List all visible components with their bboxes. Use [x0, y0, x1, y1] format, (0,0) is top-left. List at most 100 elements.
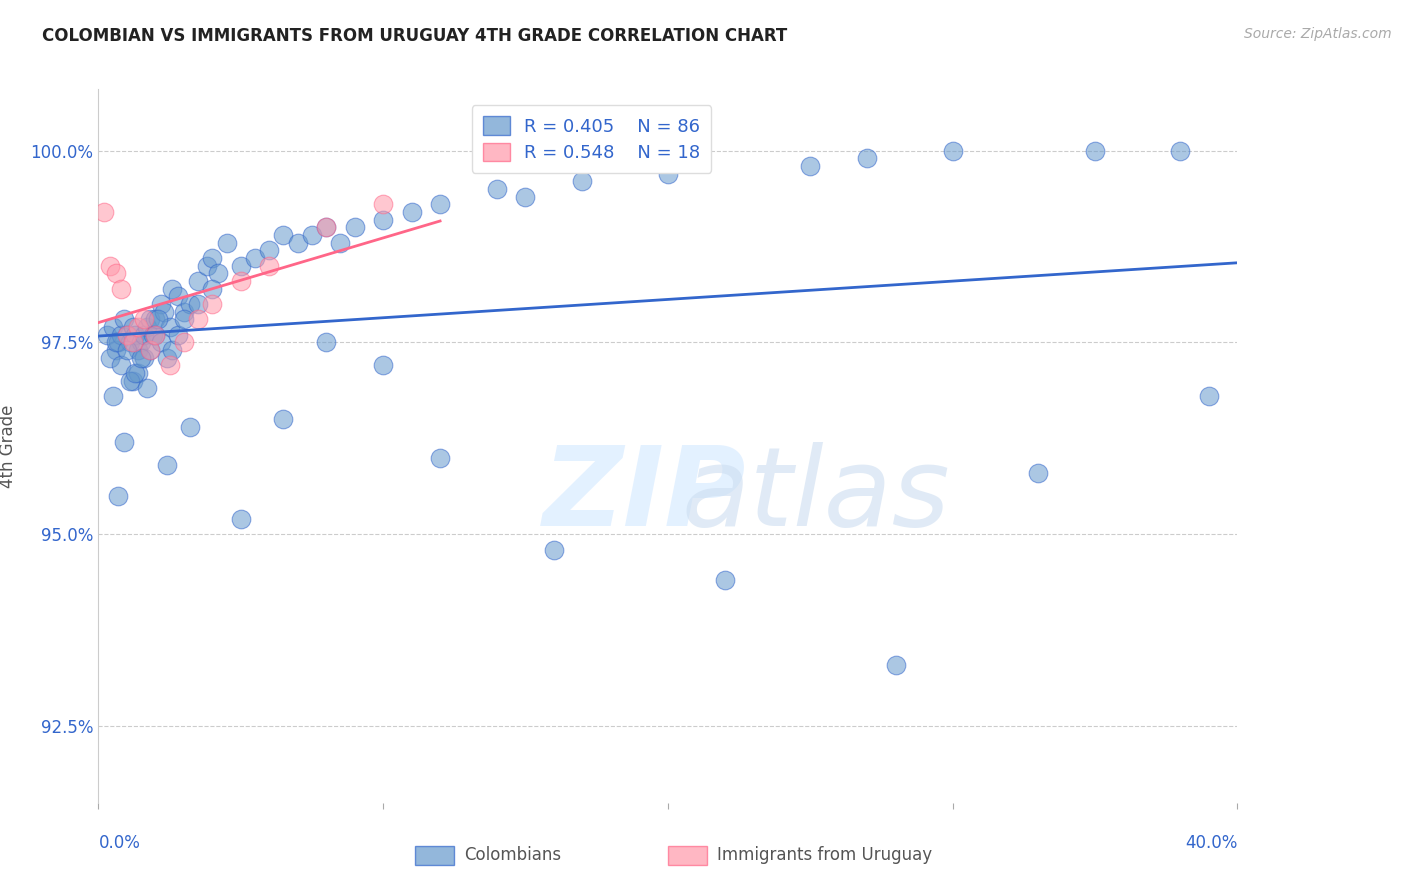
Point	[187, 274, 209, 288]
Point	[148, 312, 170, 326]
Point	[145, 327, 167, 342]
Point	[141, 327, 163, 342]
Point	[115, 327, 138, 342]
Point	[371, 197, 394, 211]
Point	[273, 227, 295, 242]
Point	[121, 320, 143, 334]
Point	[201, 282, 224, 296]
Point	[138, 312, 160, 326]
Point	[104, 343, 127, 357]
Point	[162, 282, 184, 296]
Point	[110, 359, 132, 373]
Point	[329, 235, 352, 250]
Point	[127, 366, 149, 380]
Text: ZIP: ZIP	[543, 442, 747, 549]
Point	[201, 251, 224, 265]
Point	[156, 458, 179, 473]
Point	[127, 320, 149, 334]
Point	[104, 266, 127, 280]
Point	[371, 212, 394, 227]
Point	[110, 282, 132, 296]
Point	[1026, 466, 1049, 480]
Point	[884, 657, 907, 672]
Point	[543, 542, 565, 557]
Point	[145, 312, 167, 326]
Point	[150, 297, 173, 311]
Point	[112, 312, 135, 326]
Point	[315, 220, 337, 235]
Point	[129, 351, 152, 365]
Point	[243, 251, 266, 265]
Point	[315, 220, 337, 235]
Point	[195, 259, 218, 273]
Point	[107, 489, 129, 503]
Point	[98, 259, 121, 273]
Point	[101, 320, 124, 334]
Point	[135, 320, 157, 334]
Text: 40.0%: 40.0%	[1185, 834, 1237, 852]
Point	[1198, 389, 1220, 403]
Point	[301, 227, 323, 242]
Point	[124, 366, 146, 380]
Text: atlas: atlas	[682, 442, 950, 549]
Point	[104, 335, 127, 350]
Point	[138, 343, 160, 357]
Point	[115, 327, 138, 342]
Point	[118, 335, 141, 350]
Point	[173, 335, 195, 350]
Point	[132, 327, 155, 342]
Point	[1084, 144, 1107, 158]
Point	[118, 374, 141, 388]
Text: COLOMBIAN VS IMMIGRANTS FROM URUGUAY 4TH GRADE CORRELATION CHART: COLOMBIAN VS IMMIGRANTS FROM URUGUAY 4TH…	[42, 27, 787, 45]
Point	[112, 435, 135, 450]
Point	[156, 351, 179, 365]
Point	[429, 197, 451, 211]
Point	[401, 205, 423, 219]
Point	[127, 343, 149, 357]
Point	[1170, 144, 1192, 158]
Point	[215, 235, 238, 250]
Point	[110, 327, 132, 342]
Point	[101, 389, 124, 403]
Point	[121, 335, 143, 350]
Text: Source: ZipAtlas.com: Source: ZipAtlas.com	[1244, 27, 1392, 41]
Point	[159, 320, 181, 334]
Point	[287, 235, 309, 250]
Point	[167, 289, 190, 303]
Point	[273, 412, 295, 426]
Point	[515, 189, 537, 203]
Point	[179, 297, 201, 311]
Point	[121, 374, 143, 388]
Point	[107, 335, 129, 350]
Point	[315, 335, 337, 350]
Point	[98, 351, 121, 365]
Point	[343, 220, 366, 235]
Point	[429, 450, 451, 465]
Text: Colombians: Colombians	[464, 847, 561, 864]
Point	[229, 259, 252, 273]
Point	[167, 327, 190, 342]
Point	[162, 343, 184, 357]
Point	[179, 419, 201, 434]
Point	[657, 167, 679, 181]
Point	[129, 335, 152, 350]
Point	[207, 266, 229, 280]
Point	[145, 327, 167, 342]
Point	[153, 304, 176, 318]
Point	[187, 312, 209, 326]
Point	[229, 274, 252, 288]
Point	[173, 304, 195, 318]
Point	[571, 174, 593, 188]
Y-axis label: 4th Grade: 4th Grade	[0, 404, 17, 488]
Point	[138, 343, 160, 357]
Legend: R = 0.405    N = 86, R = 0.548    N = 18: R = 0.405 N = 86, R = 0.548 N = 18	[472, 105, 711, 173]
Point	[201, 297, 224, 311]
Point	[259, 259, 281, 273]
Point	[486, 182, 509, 196]
Point	[135, 381, 157, 395]
Point	[799, 159, 821, 173]
Point	[942, 144, 965, 158]
Point	[115, 343, 138, 357]
Point	[714, 574, 737, 588]
Point	[93, 205, 115, 219]
